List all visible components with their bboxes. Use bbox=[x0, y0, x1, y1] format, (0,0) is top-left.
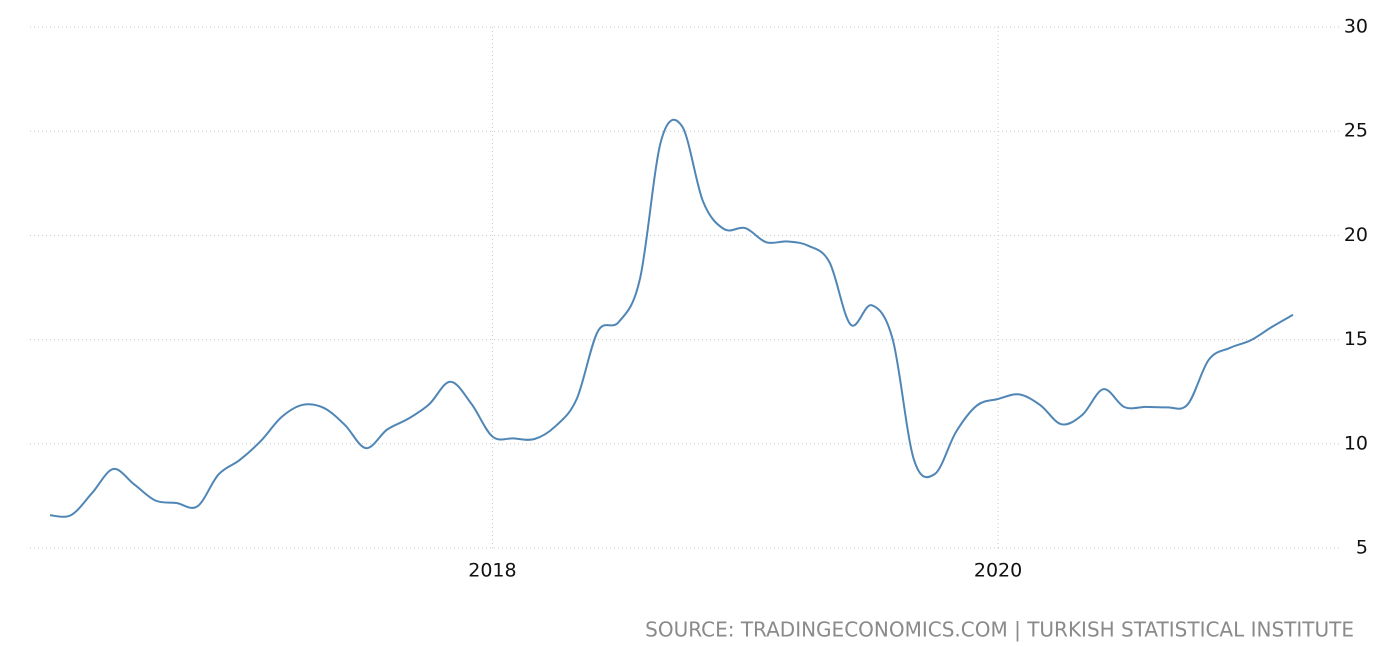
y-tick-label: 15 bbox=[1344, 328, 1368, 350]
y-tick-label: 30 bbox=[1344, 16, 1368, 38]
y-tick-label: 25 bbox=[1344, 120, 1368, 142]
y-tick-label: 5 bbox=[1356, 537, 1368, 559]
x-tick-label: 2020 bbox=[974, 560, 1022, 582]
y-tick-label: 20 bbox=[1344, 224, 1368, 246]
y-tick-label: 10 bbox=[1344, 432, 1368, 454]
x-tick-label: 2018 bbox=[468, 560, 516, 582]
series-line bbox=[49, 118, 1294, 518]
source: SOURCE: TRADINGECONOMICS.COM | TURKISH S… bbox=[645, 618, 1354, 642]
